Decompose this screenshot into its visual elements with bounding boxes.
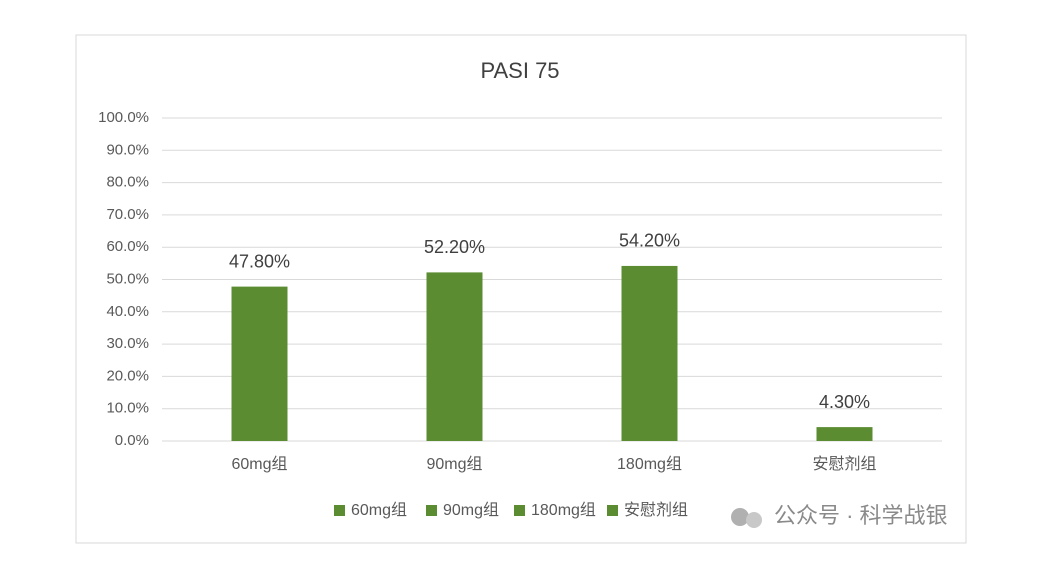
watermark-icon: [731, 508, 762, 528]
y-tick-label: 0.0%: [115, 432, 149, 449]
y-tick-label: 10.0%: [106, 400, 149, 417]
bar: [621, 265, 678, 441]
legend-swatch: [514, 505, 525, 516]
y-tick-label: 40.0%: [106, 303, 149, 320]
y-tick-label: 30.0%: [106, 335, 149, 352]
bar: [426, 272, 483, 441]
x-tick-label: 180mg组: [617, 455, 682, 473]
data-label: 52.20%: [424, 237, 485, 257]
watermark: 公众号 · 科学战银: [774, 503, 948, 528]
y-tick-label: 20.0%: [106, 367, 149, 384]
y-tick-label: 90.0%: [106, 141, 149, 158]
legend-label: 180mg组: [531, 501, 596, 519]
bar: [816, 427, 873, 441]
data-label: 4.30%: [819, 392, 870, 412]
legend-label: 安慰剂组: [624, 501, 688, 519]
data-label: 54.20%: [619, 231, 680, 251]
legend-label: 90mg组: [443, 501, 499, 519]
y-tick-label: 80.0%: [106, 174, 149, 191]
x-tick-label: 安慰剂组: [812, 455, 876, 473]
y-tick-label: 100.0%: [98, 109, 149, 126]
y-tick-label: 70.0%: [106, 206, 149, 223]
legend-swatch: [426, 505, 437, 516]
x-tick-label: 60mg组: [231, 455, 287, 473]
x-tick-label: 90mg组: [426, 455, 482, 473]
bar: [231, 286, 288, 441]
y-tick-label: 60.0%: [106, 238, 149, 255]
chart-border: [75, 34, 967, 544]
legend-label: 60mg组: [351, 501, 407, 519]
legend-swatch: [334, 505, 345, 516]
data-label: 47.80%: [229, 251, 290, 271]
chart-title: PASI 75: [480, 58, 559, 83]
y-tick-label: 50.0%: [106, 270, 149, 287]
legend-swatch: [607, 505, 618, 516]
